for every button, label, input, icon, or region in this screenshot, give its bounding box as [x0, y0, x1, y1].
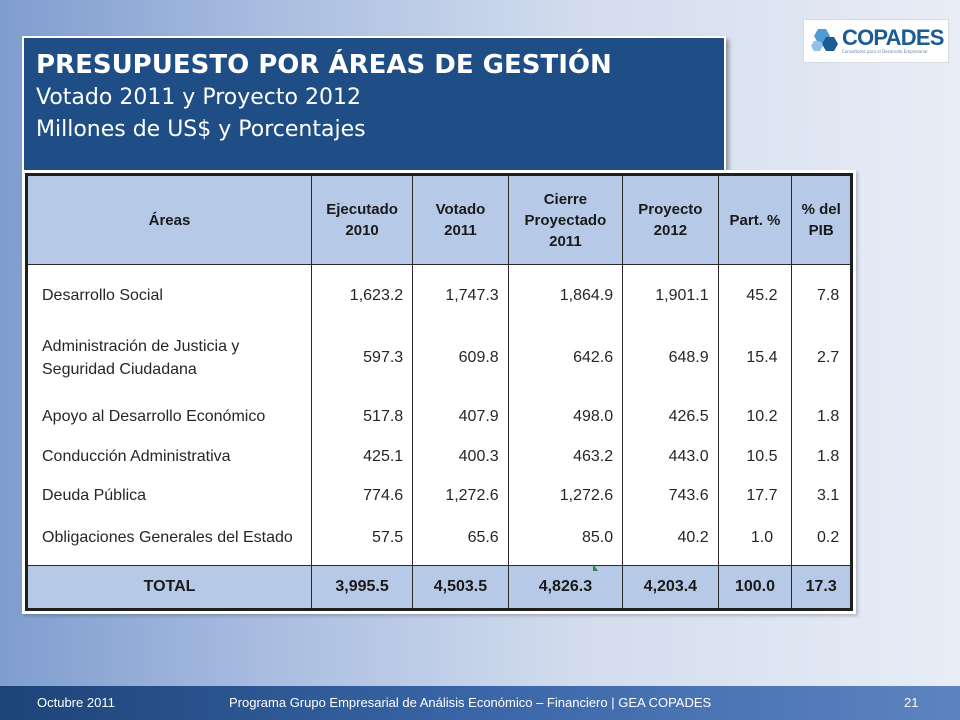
- cell-part-pct: 15.4: [717, 318, 793, 398]
- cell-error-marker-icon: [593, 564, 598, 571]
- cell-votado-2011: 1,272.6: [412, 475, 509, 515]
- cell-ejecutado-2010: 57.5: [310, 515, 414, 566]
- cell-proyecto-2012: 40.2: [622, 515, 719, 566]
- cell-ejecutado-2010: 774.6: [310, 475, 414, 515]
- cell-area: Desarrollo Social: [26, 264, 312, 319]
- cell-part-pct: 17.7: [717, 475, 793, 515]
- header-ejecutado-2010: Ejecutado 2010: [310, 174, 414, 265]
- cell-cierre-2011: 1,272.6: [507, 475, 624, 515]
- cell-proyecto-2012: 1,901.1: [622, 264, 719, 319]
- table-row: Apoyo al Desarrollo Económico 517.8 407.…: [26, 397, 852, 437]
- cell-part-pct: 10.2: [717, 397, 793, 437]
- cell-pct-pib: 7.8: [791, 264, 852, 319]
- slide-footer: Octubre 2011 Programa Grupo Empresarial …: [0, 686, 960, 720]
- header-part-pct: Part. %: [717, 174, 793, 265]
- cell-votado-2011: 1,747.3: [412, 264, 509, 319]
- footer-page-number: 21: [904, 695, 919, 710]
- slide-title-box: PRESUPUESTO POR ÁREAS DE GESTIÓN Votado …: [22, 36, 726, 172]
- cell-area: Deuda Pública: [26, 475, 312, 515]
- cell-ejecutado-2010: 597.3: [310, 318, 414, 398]
- total-pct-pib: 17.3: [791, 565, 852, 610]
- logo-tagline: Consultores para el Desarrollo Empresari…: [842, 49, 928, 54]
- cell-cierre-2011: 498.0: [507, 397, 624, 437]
- table-row: Conducción Administrativa 425.1 400.3 46…: [26, 436, 852, 476]
- total-cierre-2011: 4,826.3: [507, 565, 624, 610]
- cell-cierre-2011: 463.2: [507, 436, 624, 476]
- table-total-row: TOTAL 3,995.5 4,503.5 4,826.3 4,203.4 10…: [26, 565, 852, 610]
- cell-part-pct: 1.0: [717, 515, 793, 566]
- table-header-row: Áreas Ejecutado 2010 Votado 2011 Cierre Pro…: [26, 174, 852, 265]
- table-row: Deuda Pública 774.6 1,272.6 1,272.6 743.…: [26, 475, 852, 515]
- cell-area: Obligaciones Generales del Estado: [26, 515, 312, 566]
- header-areas: Áreas: [26, 174, 312, 265]
- cell-part-pct: 45.2: [717, 264, 793, 319]
- table-row: Obligaciones Generales del Estado 57.5 6…: [26, 515, 852, 566]
- header-votado-2011: Votado 2011: [412, 174, 509, 265]
- cell-proyecto-2012: 648.9: [622, 318, 719, 398]
- cell-cierre-2011: 642.6: [507, 318, 624, 398]
- footer-program: Programa Grupo Empresarial de Análisis E…: [229, 695, 712, 710]
- cell-pct-pib: 1.8: [791, 397, 852, 437]
- cell-pct-pib: 2.7: [791, 318, 852, 398]
- total-proyecto-2012: 4,203.4: [622, 565, 719, 610]
- cell-pct-pib: 3.1: [791, 475, 852, 515]
- cell-votado-2011: 407.9: [412, 397, 509, 437]
- cell-area: Administración de Justicia y Seguridad C…: [26, 318, 312, 398]
- cell-votado-2011: 65.6: [412, 515, 509, 566]
- slide-subtitle-years: Votado 2011 y Proyecto 2012: [36, 85, 361, 110]
- copades-logo: COPADES Consultores para el Desarrollo E…: [803, 19, 949, 63]
- cell-ejecutado-2010: 1,623.2: [310, 264, 414, 319]
- cell-votado-2011: 400.3: [412, 436, 509, 476]
- total-ejecutado-2010: 3,995.5: [310, 565, 414, 610]
- cell-pct-pib: 1.8: [791, 436, 852, 476]
- table-row: Desarrollo Social 1,623.2 1,747.3 1,864.…: [26, 264, 852, 319]
- header-cierre-proyectado-2011: Cierre Proyectado 2011: [507, 174, 624, 265]
- cell-proyecto-2012: 426.5: [622, 397, 719, 437]
- footer-date: Octubre 2011: [37, 695, 115, 710]
- slide-subtitle-units: Millones de US$ y Porcentajes: [36, 117, 366, 142]
- budget-table: Áreas Ejecutado 2010 Votado 2011 Cierre Pro…: [25, 173, 853, 611]
- cell-area: Conducción Administrativa: [26, 436, 312, 476]
- total-votado-2011: 4,503.5: [412, 565, 509, 610]
- budget-table-frame: Áreas Ejecutado 2010 Votado 2011 Cierre Pro…: [22, 170, 856, 614]
- cell-area: Apoyo al Desarrollo Económico: [26, 397, 312, 437]
- cell-ejecutado-2010: 517.8: [310, 397, 414, 437]
- cell-ejecutado-2010: 425.1: [310, 436, 414, 476]
- slide-title: PRESUPUESTO POR ÁREAS DE GESTIÓN: [36, 50, 612, 80]
- header-pct-pib: % del PIB: [791, 174, 852, 265]
- cell-proyecto-2012: 743.6: [622, 475, 719, 515]
- table-row: Administración de Justicia y Seguridad C…: [26, 318, 852, 398]
- cell-part-pct: 10.5: [717, 436, 793, 476]
- cell-cierre-2011: 85.0: [507, 515, 624, 566]
- cell-proyecto-2012: 443.0: [622, 436, 719, 476]
- logo-wordmark: COPADES: [842, 25, 944, 50]
- header-proyecto-2012: Proyecto 2012: [622, 174, 719, 265]
- cell-pct-pib: 0.2: [791, 515, 852, 566]
- hexagon-logo-icon: [811, 29, 838, 51]
- total-label: TOTAL: [26, 565, 312, 610]
- cell-votado-2011: 609.8: [412, 318, 509, 398]
- cell-cierre-2011: 1,864.9: [507, 264, 624, 319]
- total-part-pct: 100.0: [717, 565, 793, 610]
